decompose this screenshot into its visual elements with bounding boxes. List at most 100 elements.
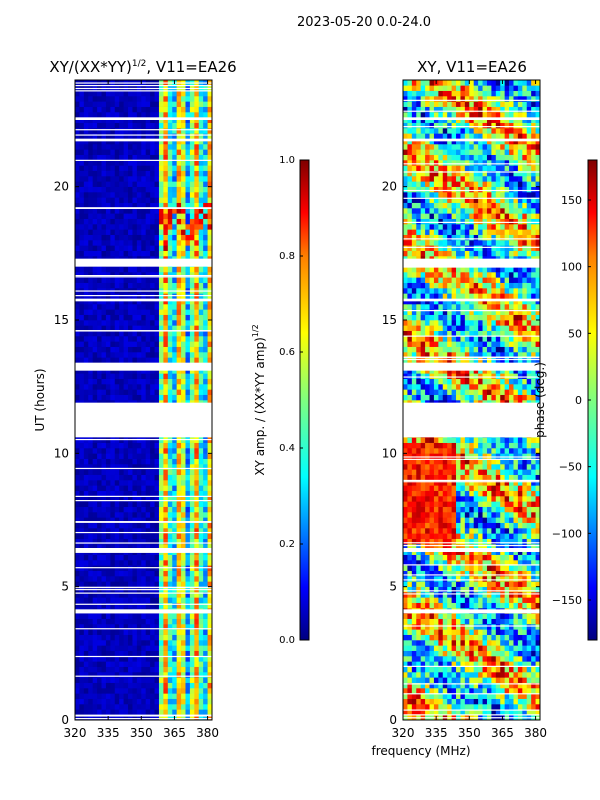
heatmap-cell [79, 90, 85, 97]
heatmap-cell [105, 224, 111, 230]
heatmap-cell [145, 592, 151, 598]
heatmap-cell [114, 186, 120, 193]
heatmap-cell [482, 554, 488, 561]
heatmap-cell [119, 389, 124, 395]
heatmap-cell [411, 554, 417, 561]
heatmap-cell [407, 650, 413, 657]
heatmap-cell [105, 304, 111, 310]
heatmap-cell [198, 538, 204, 545]
heatmap-cell [203, 96, 208, 102]
heatmap-cell [522, 661, 528, 667]
heatmap-cell [92, 602, 98, 609]
heatmap-cell [176, 442, 182, 449]
heatmap-cell [101, 160, 107, 166]
heatmap-cell [181, 464, 186, 470]
heatmap-cell [194, 128, 200, 134]
heatmap-cell [101, 698, 107, 705]
heatmap-cell [167, 544, 173, 550]
heatmap-cell [176, 506, 182, 513]
heatmap-cell [181, 272, 186, 278]
heatmap-cell [176, 224, 182, 230]
heatmap-cell [460, 661, 466, 667]
heatmap-cell [163, 160, 169, 166]
heatmap-cell [97, 304, 102, 310]
heatmap-cell [535, 522, 541, 529]
heatmap-cell [154, 229, 160, 235]
heatmap-cell [141, 213, 147, 219]
heatmap-cell [185, 224, 191, 230]
heatmap-cell [429, 645, 435, 651]
heatmap-cell [438, 682, 444, 689]
heatmap-cell [504, 661, 510, 667]
heatmap-cell [163, 112, 169, 118]
heatmap-cell [92, 224, 98, 230]
heatmap-cell [119, 330, 124, 337]
heatmap-cell [114, 661, 120, 667]
heatmap-cell [101, 501, 107, 507]
heatmap-cell [460, 597, 466, 603]
heatmap-cell [495, 533, 501, 539]
heatmap-cell [88, 634, 93, 641]
heatmap-cell [198, 170, 204, 177]
heatmap-cell [163, 704, 169, 710]
heatmap-cell [136, 325, 142, 331]
heatmap-cell [150, 485, 155, 491]
heatmap-cell [132, 266, 138, 273]
heatmap-cell [128, 218, 133, 225]
heatmap-cell [442, 709, 448, 715]
heatmap-cell [150, 176, 155, 182]
heatmap-cell [189, 304, 195, 310]
heatmap-cell [110, 202, 116, 209]
heatmap-cell [101, 298, 107, 305]
heatmap-cell [207, 490, 213, 497]
heatmap-cell [132, 181, 138, 187]
heatmap-cell [114, 645, 120, 651]
heatmap-cell [101, 688, 107, 694]
heatmap-cell [194, 330, 200, 337]
heatmap-cell [123, 101, 129, 107]
heatmap-cell [491, 517, 497, 523]
heatmap-cell [517, 698, 523, 705]
heatmap-cell [88, 394, 93, 401]
heatmap-cell [92, 629, 98, 635]
heatmap-cell [203, 661, 208, 667]
heatmap-cell [181, 122, 186, 129]
heatmap-cell [136, 101, 142, 107]
heatmap-cell [110, 298, 116, 305]
heatmap-cell [101, 309, 107, 315]
heatmap-cell [145, 240, 151, 246]
heatmap-cell [464, 549, 470, 555]
heatmap-cell [447, 533, 452, 539]
heatmap-cell [522, 677, 528, 683]
heatmap-cell [75, 384, 80, 390]
heatmap-cell [460, 560, 466, 566]
heatmap-cell [456, 538, 461, 545]
heatmap-cell [407, 581, 413, 587]
heatmap-cell [181, 309, 186, 315]
heatmap-cell [181, 282, 186, 289]
heatmap-cell [447, 640, 452, 646]
heatmap-cell [158, 581, 164, 587]
heatmap-cell [194, 186, 200, 193]
heatmap-cell [181, 197, 186, 203]
heatmap-cell [207, 581, 213, 587]
heatmap-cell [203, 202, 208, 209]
heatmap-cell [123, 224, 129, 230]
heatmap-cell [189, 234, 195, 241]
heatmap-cell [114, 320, 120, 326]
heatmap-cell [478, 677, 483, 683]
heatmap-cell [203, 192, 208, 198]
heatmap-cell [433, 656, 439, 662]
heatmap-cell [442, 645, 448, 651]
data-gap-line [75, 521, 212, 523]
heatmap-cell [425, 656, 430, 662]
heatmap-cell [460, 666, 466, 673]
heatmap-cell [522, 666, 528, 673]
heatmap-cell [504, 570, 510, 577]
heatmap-cell [88, 160, 93, 166]
heatmap-cell [123, 378, 129, 385]
heatmap-cell [429, 560, 435, 566]
heatmap-cell [119, 506, 124, 513]
heatmap-cell [207, 266, 213, 273]
heatmap-cell [438, 581, 444, 587]
